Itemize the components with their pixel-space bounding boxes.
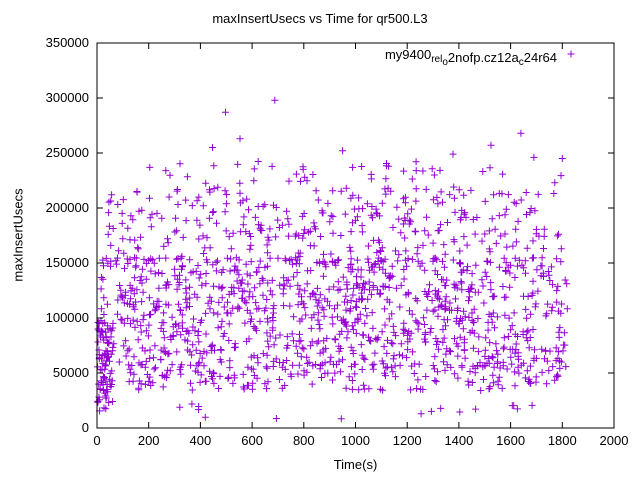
x-tick-label: 1800 (548, 433, 577, 448)
y-tick-label: 200000 (46, 200, 89, 215)
x-tick-label: 1000 (341, 433, 370, 448)
y-tick-label: 150000 (46, 255, 89, 270)
chart-title: maxInsertUsecs vs Time for qr500.L3 (212, 11, 428, 26)
legend-label: my9400relo2nofp.cz12ac24r64 (385, 47, 557, 68)
y-tick-label: 50000 (53, 365, 89, 380)
x-tick-label: 1400 (444, 433, 473, 448)
x-tick-label: 600 (241, 433, 263, 448)
x-tick-label: 200 (138, 433, 160, 448)
x-tick-label: 0 (93, 433, 100, 448)
x-tick-label: 800 (293, 433, 315, 448)
legend-marker (567, 50, 575, 58)
y-tick-label: 100000 (46, 310, 89, 325)
scatter-points (94, 96, 571, 423)
x-tick-label: 1200 (393, 433, 422, 448)
x-tick-label: 400 (190, 433, 212, 448)
y-tick-label: 300000 (46, 90, 89, 105)
x-tick-label: 2000 (600, 433, 629, 448)
y-tick-label: 350000 (46, 35, 89, 50)
y-tick-label: 250000 (46, 145, 89, 160)
y-tick-label: 0 (82, 420, 89, 435)
x-axis-label: Time(s) (333, 457, 378, 472)
x-tick-label: 1600 (496, 433, 525, 448)
